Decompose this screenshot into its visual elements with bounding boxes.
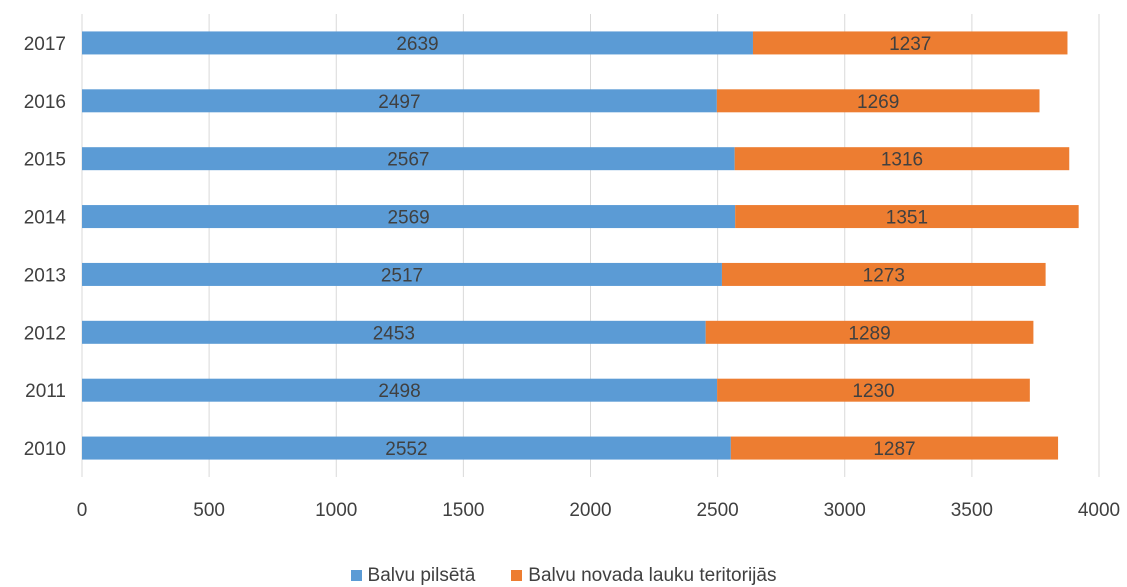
data-label-2015-series-0: 2567: [387, 150, 429, 171]
bar-2015-series-0: [82, 147, 735, 171]
legend-label-rural: Balvu novada lauku teritorijās: [528, 564, 777, 586]
y-axis-tick-labels: 2010 2011 2012 2013 2014 2015 2016 2017: [24, 34, 67, 460]
y-tick-label-2014: 2014: [24, 208, 67, 229]
x-tick-label-2000: 2000: [569, 500, 611, 521]
data-label-2014-series-0: 2569: [387, 208, 429, 229]
x-tick-label-2500: 2500: [696, 500, 738, 521]
legend-item-rural: Balvu novada lauku teritorijās: [511, 565, 776, 587]
data-label-2012-series-0: 2453: [373, 323, 415, 344]
legend: Balvu pilsētā Balvu novada lauku teritor…: [0, 564, 1127, 587]
x-tick-label-500: 500: [193, 500, 225, 521]
x-tick-label-0: 0: [77, 500, 88, 521]
bar-2013-series-0: [82, 262, 722, 286]
x-tick-label-1000: 1000: [315, 500, 357, 521]
legend-swatch-rural: [511, 570, 523, 581]
legend-item-city: Balvu pilsētā: [350, 564, 476, 587]
x-tick-label-3500: 3500: [951, 500, 993, 521]
data-label-2012-series-1: 1289: [848, 323, 890, 344]
y-tick-label-2012: 2012: [24, 323, 66, 344]
y-tick-label-2017: 2017: [24, 34, 66, 55]
bar-2015-series-1: [734, 147, 1070, 171]
x-tick-label-1500: 1500: [442, 500, 484, 521]
data-label-2011-series-0: 2498: [378, 381, 420, 402]
y-tick-label-2011: 2011: [25, 381, 66, 402]
data-label-2015-series-1: 1316: [881, 150, 923, 171]
bar-2016-series-0: [82, 89, 717, 113]
data-label-2016-series-0: 2497: [378, 92, 420, 113]
data-label-2011-series-1: 1230: [852, 381, 894, 402]
data-label-2017-series-1: 1237: [889, 34, 931, 55]
bar-2011-series-0: [82, 378, 718, 402]
data-labels: 2552 1287 2498 1230 2453 1289 2517 1273 2569 1351…: [373, 34, 932, 460]
bar-2010-series-0: [82, 436, 731, 460]
bar-2014-series-1: [735, 205, 1079, 229]
legend-label-city: Balvu pilsētā: [367, 564, 476, 586]
bar-2014-series-0: [82, 205, 736, 229]
bar-2010-series-1: [730, 436, 1059, 460]
gridlines: [81, 14, 1100, 477]
data-label-2010-series-0: 2552: [385, 439, 427, 460]
bar-2012-series-1: [705, 320, 1034, 344]
x-tick-label-3000: 3000: [824, 500, 866, 521]
data-label-2016-series-1: 1269: [857, 92, 899, 113]
legend-swatch-city: [350, 570, 362, 581]
x-axis-tick-labels: 0 500 1000 1500 2000 2500 3000 3500 4000: [77, 500, 1120, 521]
data-label-2010-series-1: 1287: [873, 439, 915, 460]
bar-2013-series-1: [721, 262, 1046, 286]
data-label-2017-series-0: 2639: [396, 34, 438, 55]
y-tick-label-2010: 2010: [24, 439, 66, 460]
x-tick-label-4000: 4000: [1078, 500, 1120, 521]
bar-2017-series-1: [752, 31, 1068, 55]
bar-2016-series-1: [716, 89, 1040, 113]
bars: [82, 31, 1079, 460]
data-label-2013-series-1: 1273: [863, 265, 905, 286]
bar-2012-series-0: [82, 320, 706, 344]
y-tick-label-2015: 2015: [24, 150, 66, 171]
bar-2017-series-0: [82, 31, 753, 55]
bar-2011-series-1: [717, 378, 1030, 402]
data-label-2014-series-1: 1351: [886, 208, 928, 229]
data-label-2013-series-0: 2517: [381, 265, 423, 286]
y-tick-label-2013: 2013: [24, 265, 66, 286]
y-tick-label-2016: 2016: [24, 92, 66, 113]
